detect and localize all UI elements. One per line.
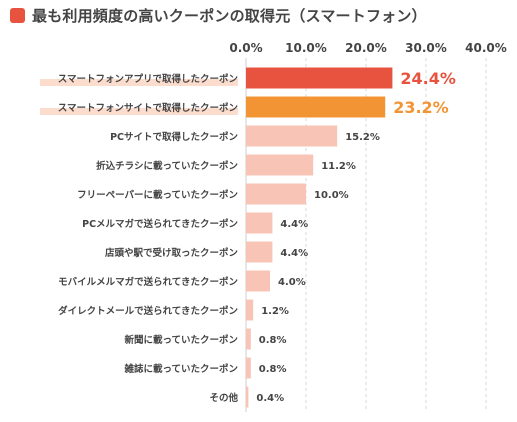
x-tick-label: 10.0% <box>285 41 327 55</box>
category-label: ダイレクトメールで送られてきたクーポン <box>58 305 238 317</box>
category-highlight-band <box>40 79 238 86</box>
bar <box>246 67 393 89</box>
category-label: スマートフォンアプリで取得したクーポン <box>58 73 238 85</box>
bar <box>246 96 386 118</box>
title-marker-icon <box>10 7 25 23</box>
data-label: 10.0% <box>314 190 349 201</box>
bar <box>246 328 251 350</box>
bar <box>246 241 273 263</box>
bar <box>246 357 251 379</box>
category-label: PCメルマガで送られてきたクーポン <box>82 218 238 230</box>
data-label: 0.8% <box>259 335 287 346</box>
data-label: 15.2% <box>345 132 380 143</box>
category-label: スマートフォンサイトで取得したクーポン <box>58 102 238 114</box>
category-label: 雑誌に載っていたクーポン <box>123 363 238 375</box>
bar <box>246 386 249 408</box>
data-label: 23.2% <box>393 98 449 117</box>
category-label: 店頭や駅で受け取ったクーポン <box>105 247 238 259</box>
category-label: PCサイトで取得したクーポン <box>110 131 238 143</box>
x-tick-label: 30.0% <box>405 41 447 55</box>
data-label: 4.4% <box>280 248 308 259</box>
bar <box>246 212 273 234</box>
x-tick-label: 40.0% <box>465 41 507 55</box>
chart-title: 最も利用頻度の高いクーポンの取得元（スマートフォン） <box>10 4 427 26</box>
category-label: 折込チラシに載っていたクーポン <box>96 160 238 172</box>
x-tick-label: 20.0% <box>345 41 387 55</box>
category-label: その他 <box>209 392 238 404</box>
bar <box>246 183 306 205</box>
category-label: フリーペーパーに載っていたクーポン <box>77 189 238 201</box>
bar <box>246 125 338 147</box>
category-label: モバイルメルマガで送られてきたクーポン <box>58 276 238 288</box>
bar <box>246 270 270 292</box>
bar <box>246 154 314 176</box>
data-label: 0.4% <box>256 393 284 404</box>
chart-title-text: 最も利用頻度の高いクーポンの取得元（スマートフォン） <box>32 6 427 25</box>
data-label: 4.4% <box>280 219 308 230</box>
bar <box>246 299 254 321</box>
data-label: 11.2% <box>321 161 356 172</box>
data-label: 0.8% <box>259 364 287 375</box>
x-tick-label: 0.0% <box>229 41 262 55</box>
data-label: 4.0% <box>278 277 306 288</box>
category-label: 新聞に載っていたクーポン <box>124 334 238 346</box>
data-label: 1.2% <box>261 306 289 317</box>
category-highlight-band <box>40 108 238 115</box>
data-label: 24.4% <box>400 69 456 88</box>
